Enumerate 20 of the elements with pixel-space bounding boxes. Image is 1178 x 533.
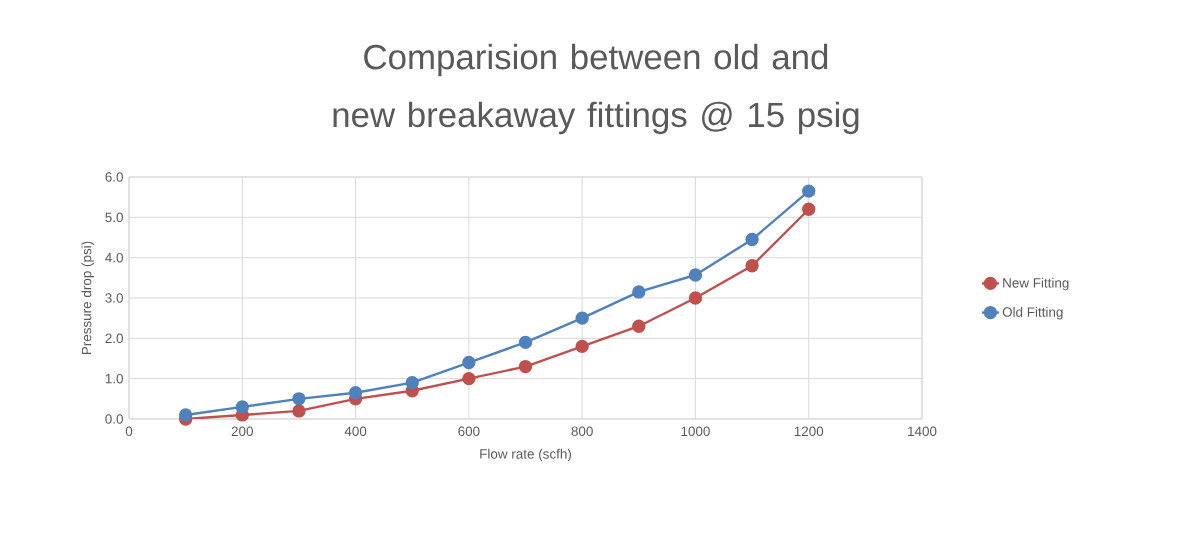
x-tick-label: 1200 xyxy=(794,426,824,437)
y-axis-title: Pressure drop (psi) xyxy=(81,241,94,355)
x-tick-label: 400 xyxy=(344,426,367,437)
y-tick-label: 1.0 xyxy=(105,373,123,384)
x-axis-title: Flow rate (scfh) xyxy=(480,448,571,462)
x-tick-label: 600 xyxy=(458,426,480,437)
y-tick-label: 2.0 xyxy=(105,333,123,344)
x-tick-label: 200 xyxy=(231,426,253,437)
x-tick-label: 1400 xyxy=(908,426,937,437)
y-tick-label: 3.0 xyxy=(105,293,123,303)
x-tick-label: 0 xyxy=(125,426,133,437)
legend-label: Old Fitting xyxy=(1002,306,1063,320)
chart-title: Comparision between old and new breakaway fittings @ 15 psig xyxy=(333,43,859,135)
y-tick-label: 5.0 xyxy=(105,212,123,223)
x-tick-label: 800 xyxy=(571,426,593,437)
y-tick-label: 6.0 xyxy=(105,172,123,182)
legend-label: New Fitting xyxy=(1003,277,1069,291)
y-tick-label: 0.0 xyxy=(105,414,123,424)
x-tick-label: 1000 xyxy=(681,426,710,437)
y-tick-label: 4.0 xyxy=(105,252,123,263)
